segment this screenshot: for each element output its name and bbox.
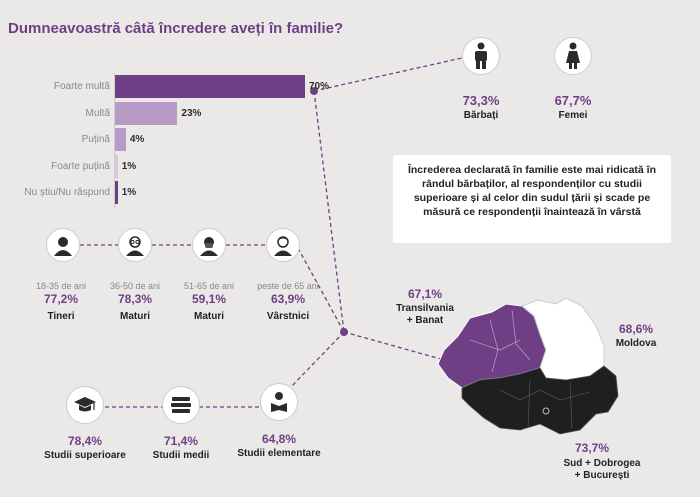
- bar-connector-node: [310, 87, 318, 95]
- bar-value-label: 4%: [129, 134, 145, 145]
- bar: [115, 75, 305, 98]
- age-value-4: 63,9%: [270, 292, 306, 306]
- young-person-icon: [46, 228, 80, 262]
- bar-value-label: 1%: [121, 160, 137, 172]
- age-label-2: Maturi: [120, 311, 150, 322]
- age-range-3: 51-65 de ani: [183, 281, 235, 291]
- age-label-4: Vârstnici: [266, 311, 310, 322]
- bar: [115, 128, 126, 151]
- region-sud-value: 73,7%: [574, 441, 610, 455]
- age-value-3: 59,1%: [191, 292, 227, 306]
- edu-label-3: Studii elementare: [237, 448, 321, 459]
- gender-women-label: Femei: [558, 110, 588, 121]
- bar-label: Foarte multă: [53, 81, 110, 92]
- edu-value-3: 64,8%: [261, 432, 297, 446]
- books-icon: [162, 386, 200, 424]
- bucharest-marker: [542, 407, 550, 415]
- bearded-person-icon: [192, 228, 226, 262]
- page-title: Dumneavoastră câtă încredere aveți în fa…: [8, 20, 344, 37]
- chart-axis: [114, 73, 115, 208]
- woman-icon: [554, 37, 592, 75]
- gender-women-value: 67,7%: [554, 93, 592, 108]
- glasses-person-icon: [118, 228, 152, 262]
- edu-label-2: Studii medii: [152, 450, 210, 461]
- age-range-2: 36-50 de ani: [109, 281, 161, 291]
- region-sud-label-1: Sud + Dobrogea: [563, 458, 641, 469]
- central-connector-node: [340, 328, 348, 336]
- bar-label: Foarte puțină: [51, 160, 110, 172]
- age-value-2: 78,3%: [117, 292, 153, 306]
- bar-label: Multă: [85, 107, 110, 119]
- region-moldova-value: 68,6%: [618, 322, 654, 336]
- region-moldova-label: Moldova: [615, 338, 657, 349]
- bar: [115, 101, 178, 125]
- region-transilvania-label-2: + Banat: [406, 315, 444, 326]
- reader-icon: [260, 383, 298, 421]
- age-value-1: 77,2%: [43, 292, 79, 306]
- region-transilvania-value: 67,1%: [407, 287, 443, 301]
- region-sud-label-2: + București: [574, 470, 630, 481]
- edu-label-1: Studii superioare: [44, 450, 126, 461]
- age-label-3: Maturi: [194, 311, 224, 322]
- bar-value-label: 1%: [121, 187, 137, 198]
- bar-label: Nu știu/Nu răspund: [24, 187, 110, 198]
- region-transilvania-label-1: Transilvania: [396, 303, 454, 314]
- graduation-cap-icon: [66, 386, 104, 424]
- insight-callout: Încrederea declarată în familie este mai…: [393, 155, 671, 243]
- bar: [115, 154, 118, 178]
- bar-value-label: 23%: [181, 107, 202, 119]
- gender-men-label: Bărbați: [463, 110, 499, 121]
- edu-value-2: 71,4%: [163, 434, 199, 448]
- map-region-sud: [461, 365, 619, 435]
- edu-value-1: 78,4%: [67, 434, 103, 448]
- bar-label: Puțină: [81, 134, 110, 145]
- bar: [115, 181, 118, 204]
- bar-value-label: 70%: [309, 81, 330, 92]
- age-label-1: Tineri: [47, 311, 75, 322]
- gender-men-value: 73,3%: [462, 93, 500, 108]
- age-range-1: 18-35 de ani: [35, 281, 87, 291]
- age-range-4: peste de 65 ani: [257, 281, 319, 291]
- elder-person-icon: [266, 228, 300, 262]
- man-icon: [462, 37, 500, 75]
